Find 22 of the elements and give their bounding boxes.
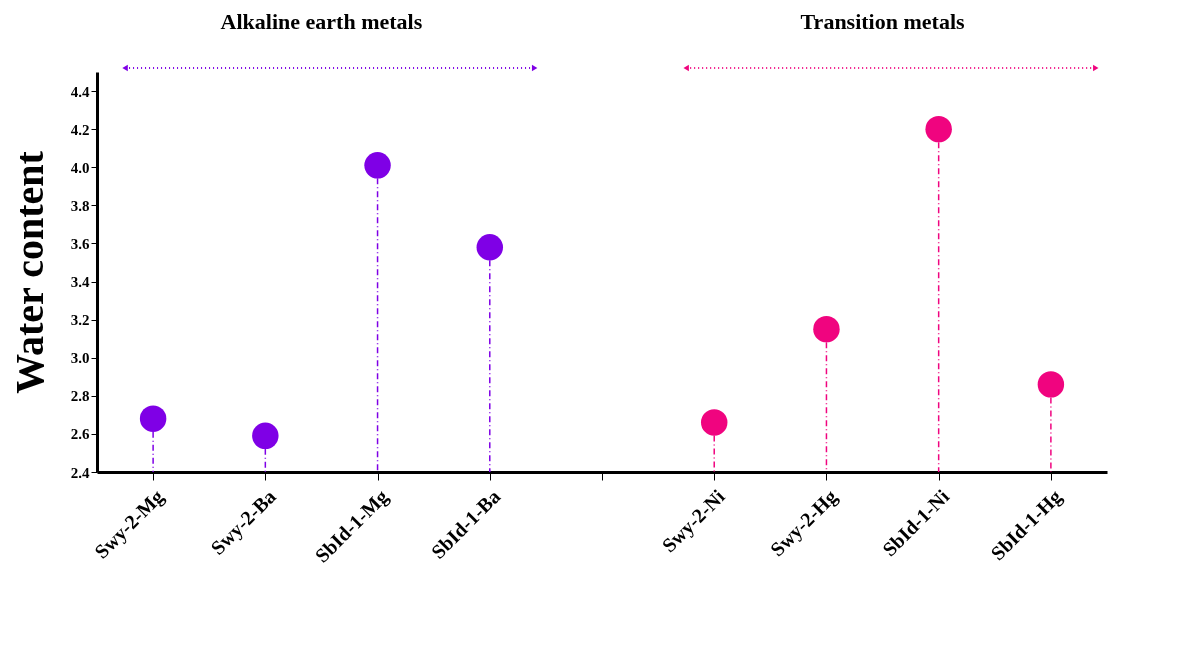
point <box>364 152 391 179</box>
point <box>139 405 167 432</box>
y-tick-label: 2.6 <box>70 426 90 443</box>
point <box>1037 371 1065 398</box>
y-tick-label: 2.8 <box>70 388 90 405</box>
point <box>700 409 728 436</box>
y-tick-label: 3.8 <box>70 197 90 214</box>
y-tick-label: 3.4 <box>70 274 90 291</box>
text: Transition metals <box>800 9 965 34</box>
y-tick-label: 2.4 <box>70 464 90 481</box>
y-tick-label: 4.4 <box>70 83 90 100</box>
y-tick-label: 3.0 <box>70 350 90 367</box>
y-tick-label: 4.0 <box>70 159 90 176</box>
point <box>252 422 279 450</box>
point <box>813 315 840 343</box>
point <box>476 234 504 261</box>
y-tick-label: 3.6 <box>70 235 90 252</box>
y-axis-title: Water content <box>6 150 52 394</box>
point <box>925 115 952 143</box>
y-tick-label: 3.2 <box>70 312 90 329</box>
y-tick-label: 4.2 <box>70 121 90 138</box>
text: Alkaline earth metals <box>220 9 423 34</box>
